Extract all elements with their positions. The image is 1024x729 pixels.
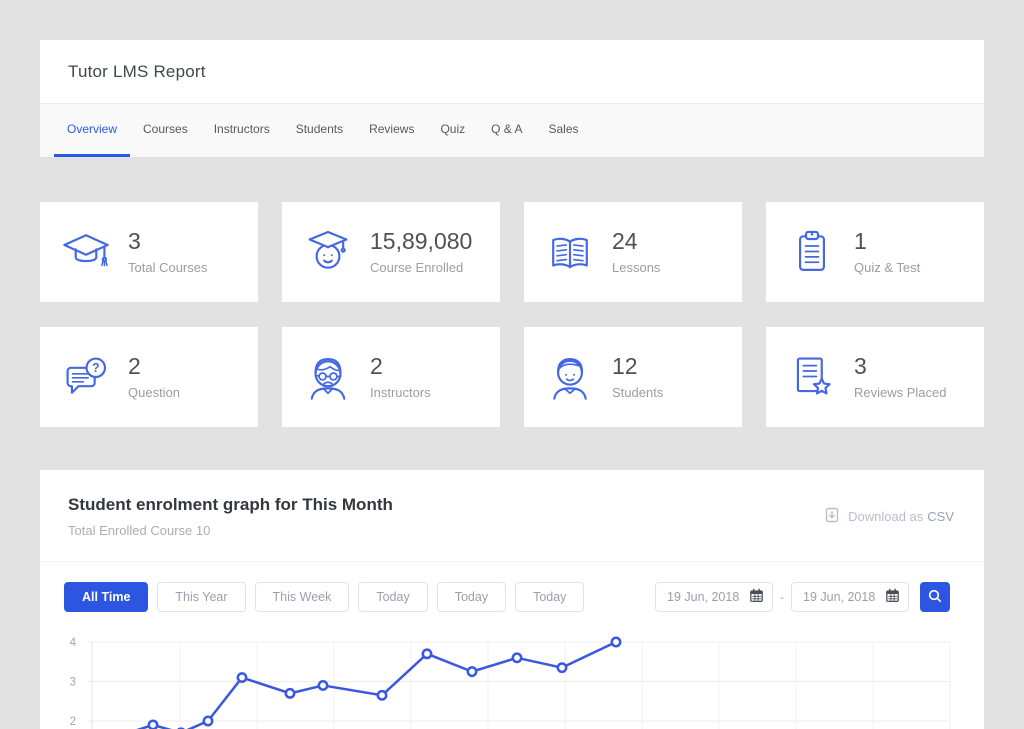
date-search-button[interactable] [920, 582, 950, 612]
stat-value: 15,89,080 [370, 229, 472, 254]
stat-card-reviews-placed: 3 Reviews Placed [766, 327, 984, 427]
stat-text: 24 Lessons [612, 229, 660, 274]
stat-value: 1 [854, 229, 920, 254]
filter-this-week[interactable]: This Week [255, 582, 350, 612]
svg-text:?: ? [92, 361, 100, 375]
stat-value: 3 [128, 229, 207, 254]
date-to-input[interactable]: 19 Jun, 2018 [791, 582, 909, 612]
stat-card-quiz-test: 1 Quiz & Test [766, 202, 984, 302]
stat-value: 2 [370, 354, 431, 379]
stat-card-course-enrolled: 15,89,080 Course Enrolled [282, 202, 500, 302]
graduate-student-icon [302, 226, 354, 278]
filter-all-time[interactable]: All Time [64, 582, 148, 612]
download-csv-button[interactable]: Download as CSV [824, 507, 954, 526]
stat-card-instructors: 2 Instructors [282, 327, 500, 427]
open-book-icon [544, 226, 596, 278]
stat-label: Course Enrolled [370, 260, 472, 275]
report-header-panel: Tutor LMS Report Overview Courses Instru… [40, 40, 984, 157]
stat-card-students: 12 Students [524, 327, 742, 427]
filter-this-year[interactable]: This Year [157, 582, 245, 612]
svg-text:2: 2 [70, 716, 76, 728]
svg-text:4: 4 [70, 637, 77, 649]
stat-value: 24 [612, 229, 660, 254]
stat-label: Lessons [612, 260, 660, 275]
stat-label: Question [128, 385, 180, 400]
dashboard-viewport: Tutor LMS Report Overview Courses Instru… [0, 0, 1024, 729]
stat-text: 1 Quiz & Test [854, 229, 920, 274]
stats-grid: 3 Total Courses 15,89,080 Course Enrolle… [40, 202, 984, 427]
download-label: Download as [848, 509, 923, 524]
chart-subtitle: Total Enrolled Course 10 [68, 523, 393, 538]
stat-text: 12 Students [612, 354, 663, 399]
svg-text:3: 3 [70, 677, 76, 689]
enrolment-chart-panel: Student enrolment graph for This Month T… [40, 470, 984, 729]
tab-qa[interactable]: Q & A [478, 104, 535, 157]
tab-courses[interactable]: Courses [130, 104, 201, 157]
reviews-star-icon [786, 351, 838, 403]
download-emphasis: CSV [927, 509, 954, 524]
stat-label: Total Courses [128, 260, 207, 275]
page-title: Tutor LMS Report [68, 62, 206, 82]
stat-text: 2 Question [128, 354, 180, 399]
stat-card-total-courses: 3 Total Courses [40, 202, 258, 302]
stat-label: Reviews Placed [854, 385, 947, 400]
tab-students[interactable]: Students [283, 104, 356, 157]
stat-label: Students [612, 385, 663, 400]
date-to-value: 19 Jun, 2018 [803, 590, 875, 604]
chart-title: Student enrolment graph for This Month [68, 495, 393, 515]
stat-text: 2 Instructors [370, 354, 431, 399]
question-chat-icon: ? [60, 351, 112, 403]
clipboard-icon [786, 226, 838, 278]
stat-text: 3 Total Courses [128, 229, 207, 274]
tab-quiz[interactable]: Quiz [427, 104, 478, 157]
search-icon [927, 588, 943, 607]
tab-overview[interactable]: Overview [54, 104, 130, 157]
chart-header-text: Student enrolment graph for This Month T… [68, 495, 393, 538]
stat-card-question: ? 2 Question [40, 327, 258, 427]
stat-value: 12 [612, 354, 663, 379]
tab-reviews[interactable]: Reviews [356, 104, 427, 157]
stat-text: 15,89,080 Course Enrolled [370, 229, 472, 274]
stat-text: 3 Reviews Placed [854, 354, 947, 399]
calendar-icon[interactable] [885, 588, 900, 606]
stat-label: Instructors [370, 385, 431, 400]
stat-value: 2 [128, 354, 180, 379]
chart-filter-row: All Time This Year This Week Today Today… [40, 562, 984, 612]
download-label-text: Download as CSV [848, 509, 954, 524]
tab-instructors[interactable]: Instructors [201, 104, 283, 157]
graduation-cap-icon [60, 226, 112, 278]
tabs-bar: Overview Courses Instructors Students Re… [40, 104, 984, 157]
date-from-value: 19 Jun, 2018 [667, 590, 739, 604]
title-row: Tutor LMS Report [40, 40, 984, 104]
download-file-icon [824, 507, 840, 526]
date-range-group: 19 Jun, 2018 - 19 Jun, 2018 [655, 582, 950, 612]
stat-label: Quiz & Test [854, 260, 920, 275]
filter-today-3[interactable]: Today [515, 582, 584, 612]
date-from-input[interactable]: 19 Jun, 2018 [655, 582, 773, 612]
student-icon [544, 351, 596, 403]
calendar-icon[interactable] [749, 588, 764, 606]
filter-today-2[interactable]: Today [437, 582, 506, 612]
filter-today-1[interactable]: Today [358, 582, 427, 612]
chart-header: Student enrolment graph for This Month T… [40, 470, 984, 562]
tab-sales[interactable]: Sales [536, 104, 592, 157]
instructor-icon [302, 351, 354, 403]
date-range-separator: - [780, 590, 784, 604]
stat-value: 3 [854, 354, 947, 379]
stat-card-lessons: 24 Lessons [524, 202, 742, 302]
